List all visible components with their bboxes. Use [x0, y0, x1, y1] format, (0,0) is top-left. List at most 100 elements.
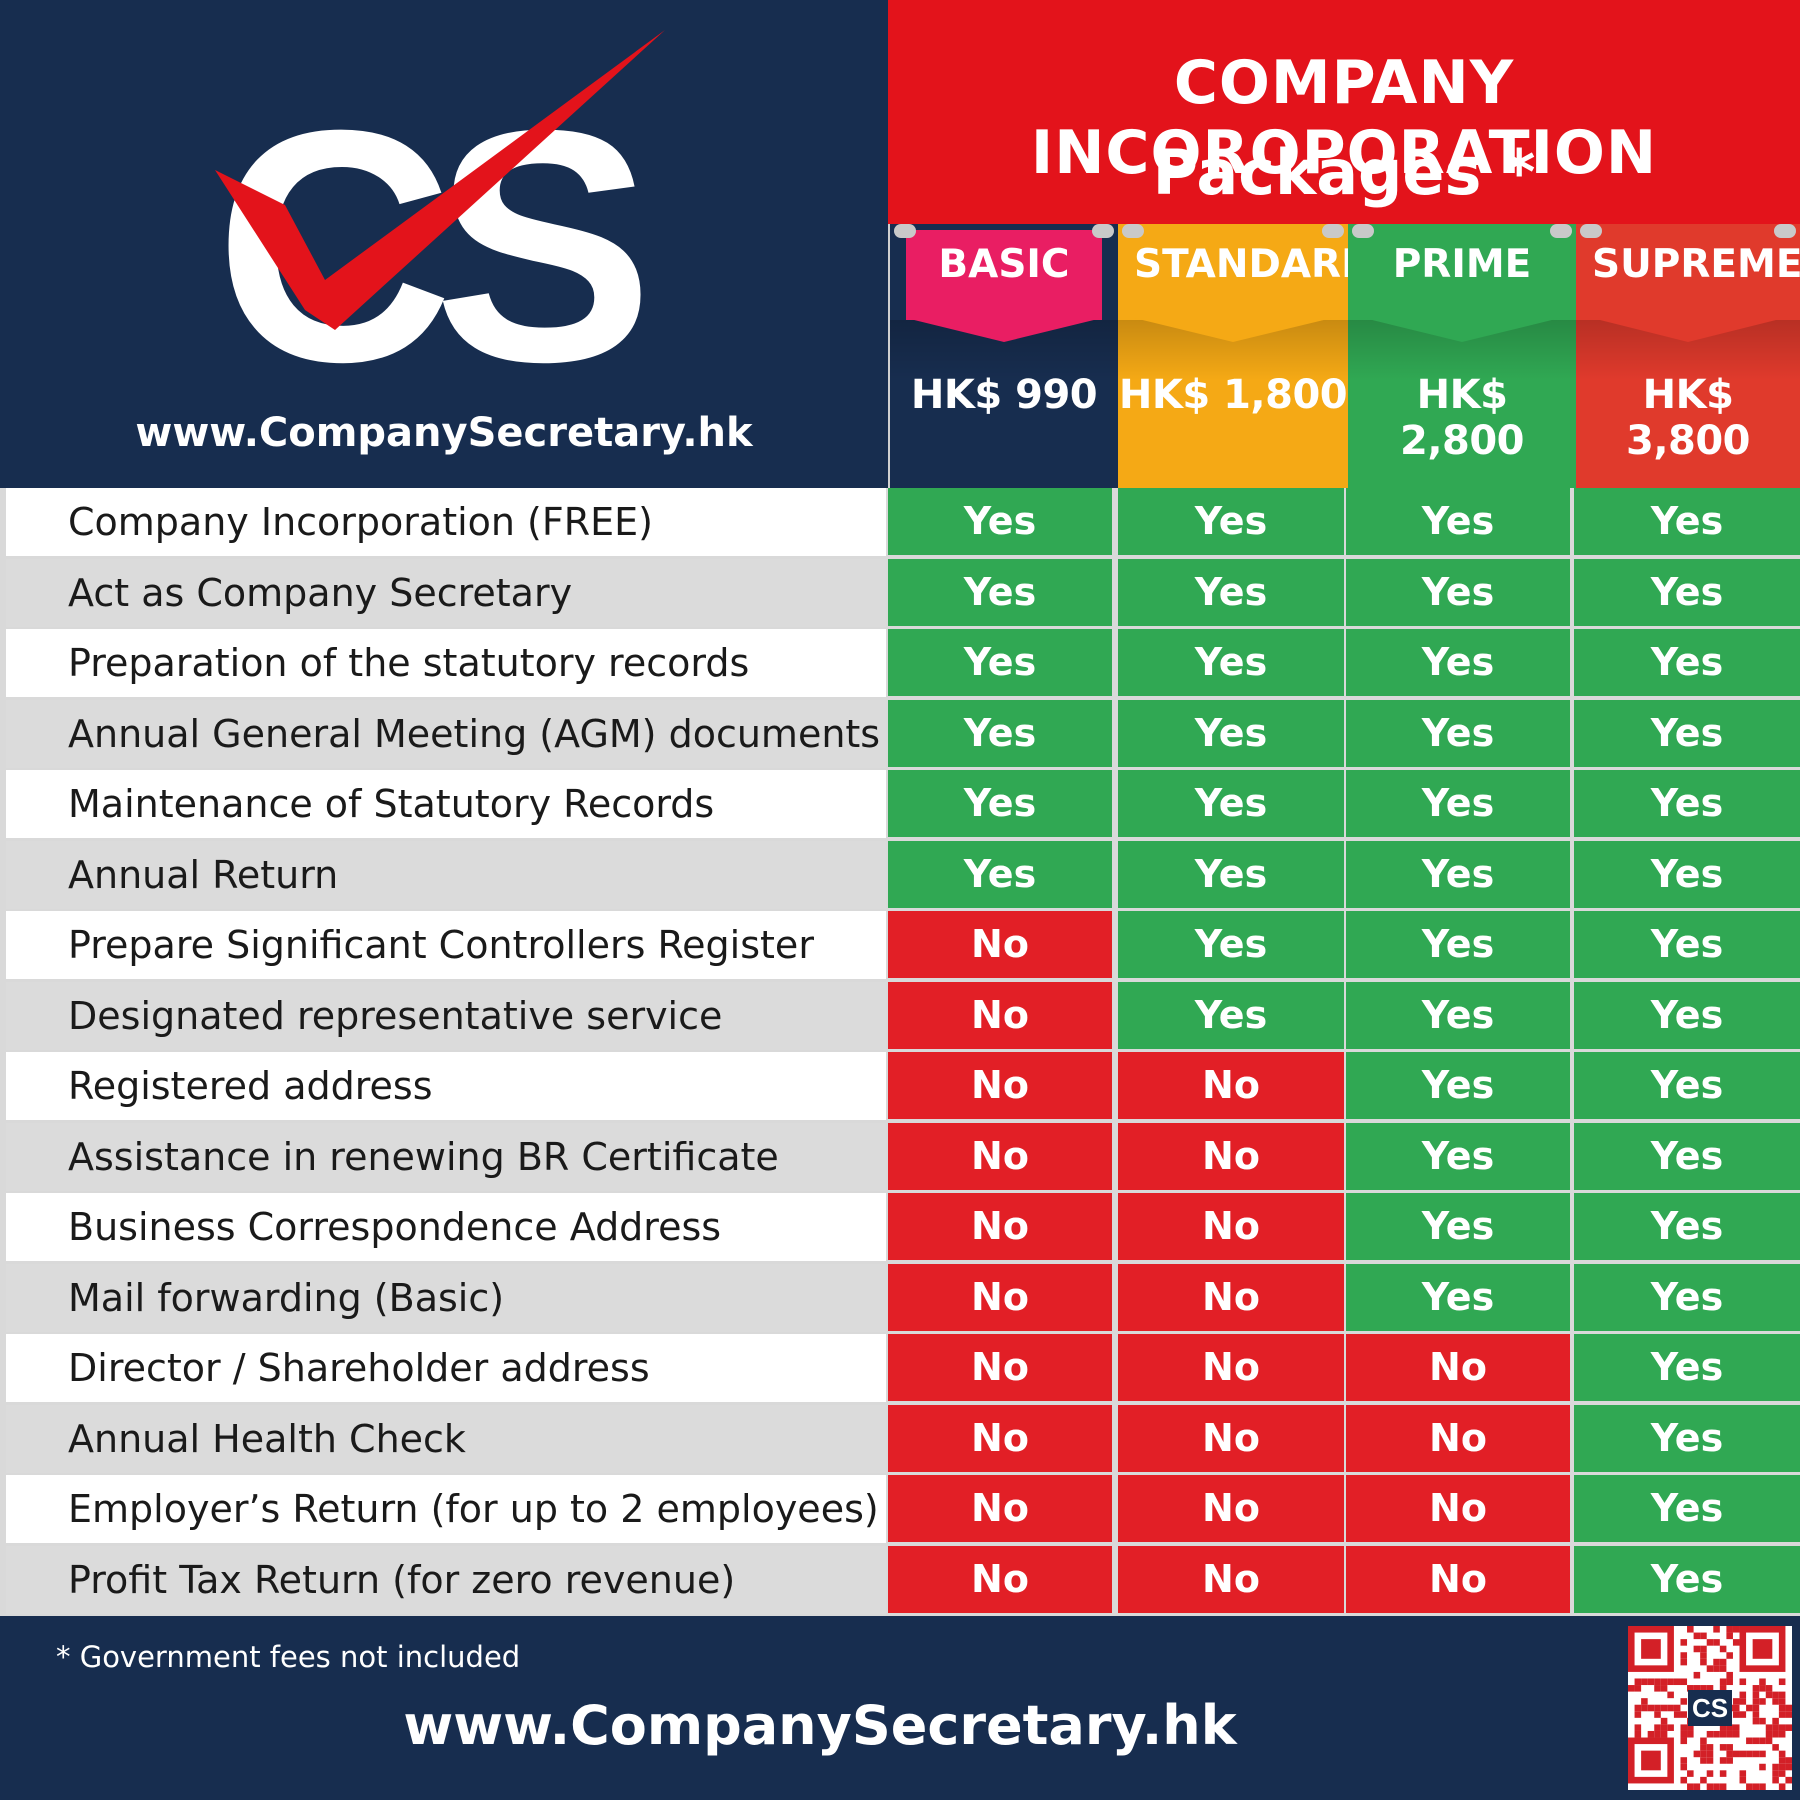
- qr-module: [1687, 1730, 1694, 1738]
- brand-panel: [0, 0, 888, 488]
- title-band: COMPANY INCOROPORATION Packages *: [888, 0, 1800, 224]
- feature-label: Business Correspondence Address: [6, 1193, 886, 1261]
- table-row: Annual Return Yes Yes Yes Yes: [0, 840, 1800, 912]
- table-row: Maintenance of Statutory Records Yes Yes Ye…: [0, 770, 1800, 841]
- qr-module: [1693, 1632, 1701, 1640]
- qr-module: [1772, 1776, 1779, 1784]
- table-row: Assistance in renewing BR Certificate No N…: [0, 1122, 1800, 1194]
- qr-module: [1772, 1691, 1779, 1699]
- package-supreme[interactable]: SUPREME HK$ 3,800: [1576, 224, 1800, 488]
- qr-module: [1680, 1652, 1688, 1659]
- qr-module: [1660, 1685, 1668, 1692]
- qr-module: [1726, 1757, 1733, 1764]
- feature-value-prime: Yes: [1346, 1193, 1570, 1260]
- qr-module: [1654, 1685, 1661, 1692]
- package-prime[interactable]: PRIME HK$ 2,800: [1348, 224, 1576, 488]
- feature-value-standard: Yes: [1118, 840, 1344, 908]
- qr-module: [1687, 1626, 1694, 1633]
- qr-module: [1785, 1763, 1792, 1771]
- qr-module: [1752, 1711, 1760, 1718]
- qr-module: [1713, 1658, 1720, 1666]
- table-row: Preparation of the statutory records Yes Y…: [0, 629, 1800, 700]
- qr-module: [1719, 1658, 1727, 1666]
- qr-module: [1759, 1717, 1766, 1725]
- qr-module: [1719, 1757, 1727, 1764]
- qr-module: [1732, 1750, 1740, 1758]
- footer: [0, 1616, 1800, 1800]
- qr-module: [1746, 1704, 1753, 1712]
- feature-label: Assistance in renewing BR Certificate: [6, 1122, 886, 1191]
- qr-module: [1706, 1744, 1714, 1751]
- qr-module: [1628, 1685, 1635, 1692]
- feature-value-standard: Yes: [1118, 629, 1344, 696]
- footer-url[interactable]: www.CompanySecretary.hk: [403, 1694, 1237, 1757]
- feature-value-supreme: Yes: [1574, 699, 1800, 767]
- qr-module: [1785, 1704, 1792, 1712]
- package-tab: STANDARD: [1134, 230, 1348, 342]
- feature-value-supreme: Yes: [1574, 1052, 1800, 1119]
- table-row: Employer’s Return (for up to 2 employees…: [0, 1475, 1800, 1546]
- feature-value-basic: No: [888, 981, 1112, 1049]
- package-standard[interactable]: STANDARD HK$ 1,800: [1118, 224, 1348, 488]
- feature-value-basic: No: [888, 1334, 1112, 1401]
- qr-module: [1713, 1730, 1720, 1738]
- qr-module: [1719, 1665, 1727, 1672]
- feature-value-prime: Yes: [1346, 488, 1570, 555]
- table-row: Annual General Meeting (AGM) documents Ye…: [0, 699, 1800, 771]
- feature-label: Profit Tax Return (for zero revenue): [6, 1545, 886, 1614]
- qr-module: [1739, 1776, 1747, 1784]
- feature-value-standard: Yes: [1118, 981, 1344, 1049]
- qr-module: [1719, 1783, 1727, 1790]
- qr-module: [1634, 1711, 1642, 1718]
- qr-module: [1752, 1717, 1760, 1725]
- qr-module: [1759, 1678, 1766, 1686]
- feature-value-prime: Yes: [1346, 629, 1570, 696]
- qr-module: [1693, 1645, 1701, 1653]
- qr-module: [1778, 1724, 1786, 1731]
- qr-module: [1641, 1704, 1648, 1712]
- qr-module: [1700, 1685, 1707, 1692]
- package-tab: SUPREME: [1592, 230, 1800, 342]
- qr-module: [1772, 1770, 1779, 1777]
- qr-module: [1660, 1678, 1668, 1686]
- feature-value-standard: Yes: [1118, 558, 1344, 626]
- feature-value-basic: No: [888, 911, 1112, 978]
- qr-module: [1732, 1730, 1740, 1738]
- qr-module: [1732, 1711, 1740, 1718]
- qr-module: [1759, 1698, 1766, 1705]
- qr-code[interactable]: CS: [1628, 1626, 1792, 1790]
- qr-module: [1706, 1757, 1714, 1764]
- package-price: HK$ 990: [910, 372, 1098, 418]
- qr-module: [1687, 1783, 1694, 1790]
- feature-value-basic: Yes: [888, 558, 1112, 626]
- qr-module: [1654, 1704, 1661, 1712]
- qr-module: [1647, 1730, 1655, 1738]
- qr-module: [1680, 1639, 1688, 1646]
- qr-module: [1713, 1783, 1720, 1790]
- brand-url[interactable]: www.CompanySecretary.hk: [135, 410, 753, 456]
- package-price: HK$ 3,800: [1625, 372, 1751, 464]
- qr-module: [1706, 1730, 1714, 1738]
- package-name: STANDARD: [1134, 242, 1348, 287]
- feature-value-standard: No: [1118, 1404, 1344, 1472]
- qr-module: [1660, 1717, 1668, 1725]
- feature-value-standard: No: [1118, 1122, 1344, 1190]
- feature-value-supreme: Yes: [1574, 488, 1800, 555]
- qr-module: [1759, 1737, 1766, 1745]
- feature-label: Annual Health Check: [6, 1404, 886, 1473]
- qr-module: [1634, 1704, 1642, 1712]
- feature-label: Company Incorporation (FREE): [6, 488, 886, 556]
- qr-module: [1772, 1724, 1779, 1731]
- qr-module: [1778, 1698, 1786, 1705]
- qr-module: [1726, 1652, 1733, 1659]
- package-price: HK$ 1,800: [1118, 372, 1348, 418]
- qr-module: [1706, 1783, 1714, 1790]
- qr-module: [1719, 1685, 1727, 1692]
- package-price: HK$ 2,800: [1399, 372, 1525, 464]
- feature-value-supreme: Yes: [1574, 1545, 1800, 1613]
- feature-value-basic: Yes: [888, 629, 1112, 696]
- package-basic[interactable]: BASIC HK$ 990: [888, 224, 1118, 488]
- qr-module: [1680, 1737, 1688, 1745]
- qr-module: [1680, 1678, 1688, 1686]
- qr-module: [1673, 1678, 1681, 1686]
